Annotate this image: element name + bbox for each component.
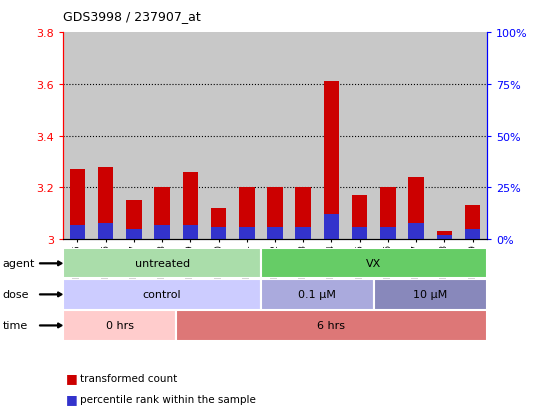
Bar [437,235,452,240]
Bar [98,167,113,240]
Bar [183,173,198,240]
Bar [267,188,283,240]
Text: GDS3998 / 237907_at: GDS3998 / 237907_at [63,10,201,23]
Text: percentile rank within the sample: percentile rank within the sample [80,394,256,404]
Bar [430,33,459,240]
Bar [98,223,113,240]
Bar [317,33,345,240]
Bar [409,223,424,240]
Bar [63,280,261,310]
Text: 0 hrs: 0 hrs [106,320,134,331]
Text: 0.1 μM: 0.1 μM [299,290,336,300]
Bar [409,178,424,240]
Bar [289,33,317,240]
Bar [126,229,141,240]
Bar [261,249,487,279]
Text: time: time [3,320,28,331]
Bar [70,225,85,240]
Bar [345,33,374,240]
Bar [211,209,226,240]
Text: ■: ■ [66,371,78,385]
Bar [261,33,289,240]
Bar [352,196,367,240]
Bar [148,33,176,240]
Bar [205,33,233,240]
Bar [176,33,205,240]
Bar [155,188,170,240]
Bar [261,280,374,310]
Bar [465,229,480,240]
Text: 10 μM: 10 μM [413,290,447,300]
Bar [176,311,487,341]
Text: 6 hrs: 6 hrs [317,320,345,331]
Text: transformed count: transformed count [80,373,177,383]
Bar [126,201,141,240]
Bar [183,225,198,240]
Text: agent: agent [3,259,35,269]
Bar [324,82,339,240]
Bar [233,33,261,240]
Text: VX: VX [366,259,382,269]
Bar [239,227,255,240]
Text: control: control [143,290,182,300]
Text: ■: ■ [66,392,78,405]
Bar [437,232,452,240]
Bar [91,33,120,240]
Bar [63,311,176,341]
Bar [374,33,402,240]
Bar [70,170,85,240]
Bar [459,33,487,240]
Bar [295,227,311,240]
Bar [465,206,480,240]
Bar [295,188,311,240]
Bar [155,225,170,240]
Bar [380,188,395,240]
Bar [211,227,226,240]
Bar [324,215,339,240]
Bar [380,227,395,240]
Text: untreated: untreated [135,259,190,269]
Bar [63,33,91,240]
Bar [120,33,148,240]
Bar [63,249,261,279]
Bar [267,227,283,240]
Bar [374,280,487,310]
Bar [352,227,367,240]
Bar [239,188,255,240]
Bar [402,33,430,240]
Text: dose: dose [3,290,29,300]
